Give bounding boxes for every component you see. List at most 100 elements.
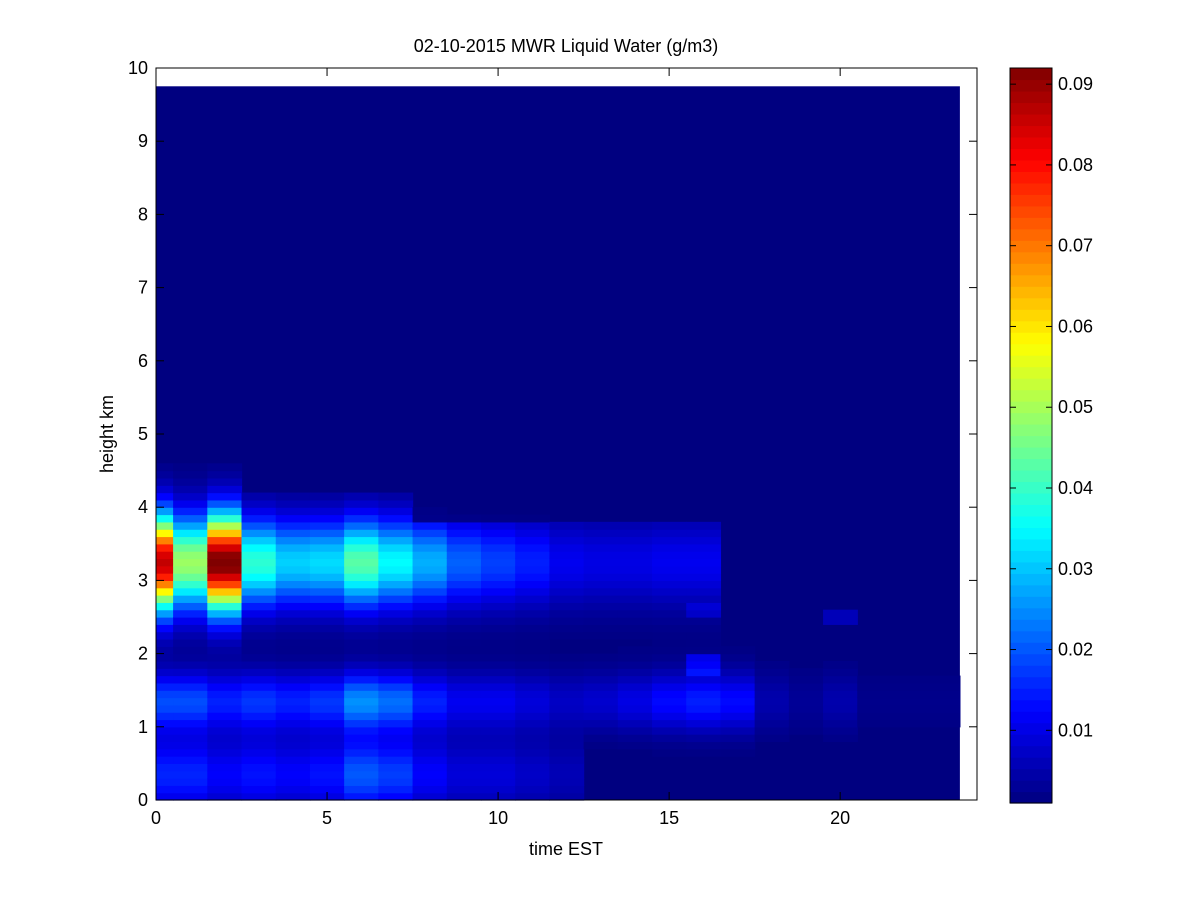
heatmap-cell bbox=[173, 660, 208, 669]
heatmap-cell bbox=[788, 719, 824, 728]
heatmap-cell bbox=[480, 763, 516, 772]
heatmap-cell bbox=[652, 551, 687, 560]
heatmap-cell bbox=[515, 653, 550, 662]
heatmap-cell bbox=[446, 551, 482, 560]
heatmap-cell bbox=[156, 492, 174, 501]
heatmap-cell bbox=[344, 712, 379, 721]
heatmap-cell bbox=[446, 675, 482, 684]
heatmap-cell bbox=[652, 712, 687, 721]
heatmap-cell bbox=[378, 595, 414, 603]
heatmap-cell bbox=[378, 514, 414, 523]
heatmap-cell bbox=[686, 631, 722, 640]
heatmap-cell bbox=[275, 697, 311, 706]
heatmap-cell bbox=[515, 595, 550, 603]
heatmap-cell bbox=[480, 748, 516, 757]
heatmap-cell bbox=[173, 602, 208, 611]
heatmap-cell bbox=[156, 763, 174, 772]
heatmap-cell bbox=[652, 536, 687, 545]
heatmap-cell bbox=[515, 514, 550, 523]
heatmap-cell bbox=[378, 756, 414, 764]
heatmap-cell bbox=[275, 551, 311, 560]
heatmap-cell bbox=[925, 690, 961, 699]
heatmap-cell bbox=[412, 543, 448, 552]
heatmap-cell bbox=[549, 595, 585, 603]
heatmap-cell bbox=[412, 763, 448, 772]
heatmap-cell bbox=[788, 682, 824, 691]
heatmap-cell bbox=[207, 668, 243, 677]
heatmap-cell bbox=[344, 741, 379, 750]
heatmap-cell bbox=[173, 668, 208, 677]
heatmap-cell bbox=[686, 660, 722, 669]
colorbar-swatch bbox=[1010, 68, 1052, 81]
colorbar-swatch bbox=[1010, 757, 1052, 770]
heatmap-cell bbox=[446, 558, 482, 567]
heatmap-cell bbox=[515, 668, 550, 677]
heatmap-cell bbox=[754, 719, 790, 728]
heatmap-cell bbox=[686, 587, 722, 596]
colorbar-swatch bbox=[1010, 665, 1052, 678]
heatmap-cell bbox=[617, 704, 653, 713]
heatmap-cell bbox=[156, 521, 174, 530]
heatmap-cell bbox=[446, 529, 482, 538]
heatmap-cell bbox=[309, 748, 345, 757]
heatmap-cell bbox=[173, 770, 208, 779]
heatmap-cell bbox=[515, 565, 550, 574]
heatmap-cell bbox=[652, 690, 687, 699]
heatmap-cell bbox=[275, 543, 311, 552]
colorbar-swatch bbox=[1010, 332, 1052, 345]
y-axis: 0 1 2 3 4 5 6 7 8 9 10 bbox=[128, 58, 977, 810]
heatmap-cell bbox=[275, 756, 311, 764]
heatmap-cell bbox=[156, 617, 174, 625]
heatmap-cell bbox=[891, 675, 927, 684]
heatmap-cell bbox=[549, 704, 585, 713]
heatmap-cell bbox=[515, 770, 550, 779]
heatmap-cell bbox=[412, 507, 448, 516]
heatmap-cell bbox=[173, 521, 208, 530]
heatmap-cell bbox=[173, 477, 208, 486]
colorbar-swatch bbox=[1010, 205, 1052, 218]
heatmap-cell bbox=[549, 734, 585, 743]
heatmap-cell bbox=[309, 492, 345, 501]
heatmap-cell bbox=[275, 726, 311, 735]
heatmap-cell bbox=[156, 499, 174, 508]
heatmap-cell bbox=[515, 792, 550, 801]
heatmap-cell bbox=[857, 704, 893, 713]
heatmap-cell bbox=[480, 521, 516, 530]
heatmap-cell bbox=[446, 748, 482, 757]
heatmap-cell bbox=[207, 675, 243, 684]
heatmap-cell bbox=[617, 712, 653, 721]
heatmap-cell bbox=[173, 558, 208, 567]
heatmap-cell bbox=[515, 712, 550, 721]
heatmap-cell bbox=[583, 682, 619, 691]
heatmap-cell bbox=[309, 565, 345, 574]
heatmap-cell bbox=[891, 719, 927, 728]
heatmap-cell bbox=[275, 778, 311, 786]
heatmap-cell bbox=[446, 719, 482, 728]
heatmap-cell bbox=[788, 704, 824, 713]
heatmap-cell bbox=[583, 741, 619, 750]
heatmap-cell bbox=[515, 558, 550, 567]
heatmap-cell bbox=[412, 558, 448, 567]
heatmap-cell bbox=[207, 580, 243, 589]
heatmap-cell bbox=[515, 529, 550, 538]
heatmap-cell bbox=[173, 785, 208, 794]
heatmap-cell bbox=[309, 653, 345, 662]
heatmap-cell bbox=[156, 587, 174, 596]
heatmap-cell bbox=[549, 719, 585, 728]
heatmap-cell bbox=[207, 536, 243, 545]
heatmap-cell bbox=[241, 785, 277, 794]
heatmap-cell bbox=[480, 734, 516, 743]
y-tick-label: 2 bbox=[138, 644, 148, 664]
heatmap-cell bbox=[173, 492, 208, 501]
heatmap-cell bbox=[156, 529, 174, 538]
heatmap-cell bbox=[378, 565, 414, 574]
heatmap-cell bbox=[617, 690, 653, 699]
heatmap-cell bbox=[378, 785, 414, 794]
heatmap-cell bbox=[549, 668, 585, 677]
heatmap-cell bbox=[173, 704, 208, 713]
heatmap-cell bbox=[583, 617, 619, 625]
heatmap-cell bbox=[156, 543, 174, 552]
heatmap-cell bbox=[583, 712, 619, 721]
heatmap-cell bbox=[617, 587, 653, 596]
heatmap-cell bbox=[309, 631, 345, 640]
